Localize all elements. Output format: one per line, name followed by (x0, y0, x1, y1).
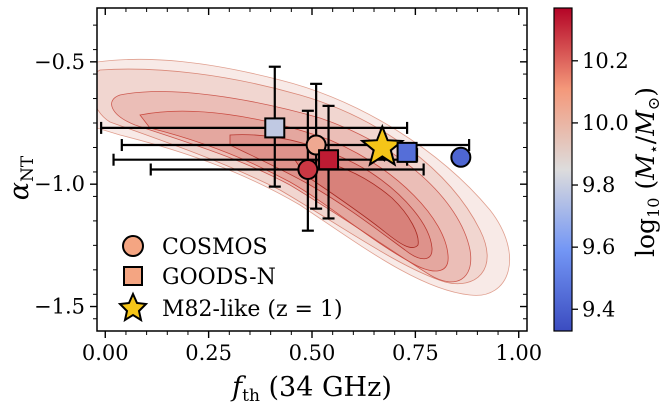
colorbar-tick-label: 9.8 (582, 173, 615, 197)
data-markers (264, 117, 472, 180)
colorbar-tick-label: 9.6 (582, 235, 615, 259)
svg-text:GOODS-N: GOODS-N (162, 265, 276, 290)
legend-item-m82: M82-like (z = 1) (117, 291, 343, 323)
legend-item-cosmos: COSMOS (122, 235, 268, 260)
y-tick-label: −1.5 (34, 295, 85, 319)
goods-n-point (264, 117, 286, 139)
y-tick-label: −0.5 (34, 50, 85, 74)
colorbar-tick-label: 10.0 (582, 111, 629, 135)
y-axis-label: αNT (4, 155, 38, 200)
colorbar-ticks: 9.4 9.6 9.8 10.0 10.2 (572, 49, 629, 321)
colorbar (553, 7, 573, 332)
y-tick-label: −1.0 (34, 172, 85, 196)
legend-item-goods-n: GOODS-N (123, 265, 276, 290)
legend-square-icon (123, 266, 143, 286)
legend: COSMOS GOODS-N M82-like (z = 1) (117, 235, 343, 323)
m82-point (359, 123, 405, 167)
colorbar-label: log10 (M⋆/M⊙) (631, 87, 663, 257)
x-tick-label: 1.00 (495, 341, 542, 365)
cosmos-point (450, 146, 472, 168)
x-axis-label: fth (34 GHz) (230, 372, 392, 405)
goods-n-point (396, 141, 418, 163)
colorbar-tick-label: 10.2 (582, 49, 629, 73)
axes-ticks: 0.00 0.25 0.50 0.75 1.00 −0.5 −1.0 −1.5 (34, 8, 542, 365)
contour-2 (97, 68, 488, 285)
goods-n-point (318, 149, 340, 171)
x-tick-label: 0.75 (392, 341, 439, 365)
x-tick-label: 0.50 (289, 341, 336, 365)
cosmos-point (297, 159, 319, 180)
x-tick-label: 0.25 (185, 341, 232, 365)
colorbar-tick-label: 9.4 (582, 297, 615, 321)
contour-3 (111, 91, 472, 283)
svg-text:COSMOS: COSMOS (162, 235, 268, 260)
legend-circle-icon (122, 235, 144, 257)
density-contours (97, 58, 511, 296)
svg-text:M82-like (z = 1): M82-like (z = 1) (162, 297, 343, 322)
legend-star-icon (117, 291, 149, 323)
error-bars (100, 65, 471, 232)
contour-6 (294, 159, 419, 249)
x-tick-label: 0.00 (82, 341, 129, 365)
